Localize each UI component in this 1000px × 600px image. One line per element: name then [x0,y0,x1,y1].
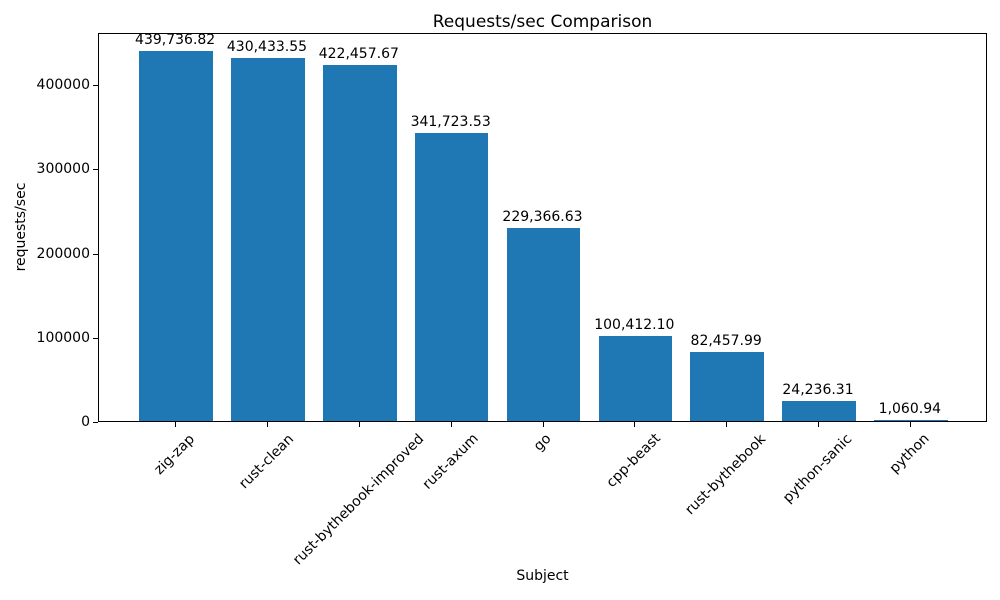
x-tick-mark [634,422,636,427]
x-tick-label: go [530,430,554,455]
bar-value-label: 82,457.99 [690,332,762,349]
bar [782,400,856,421]
x-tick-mark [175,422,177,427]
y-tick-mark [93,337,98,339]
y-tick-label: 200000 [36,245,90,262]
bar [690,351,764,421]
bar [506,227,581,421]
y-tick-label: 400000 [36,77,90,93]
x-tick-label: cpp-beast [603,430,665,492]
y-tick-mark [93,169,98,171]
x-axis-label: Subject [516,568,569,584]
bar-value-label: 100,412.10 [594,317,675,334]
bar [874,420,948,421]
plot-area [98,33,987,422]
bar [414,133,489,421]
y-tick-mark [93,422,98,423]
y-tick-label: 100000 [36,329,90,346]
x-tick-label: rust-axum [419,431,482,494]
chart-title: Requests/sec Comparison [432,12,653,32]
x-tick-mark [542,422,544,427]
bar-value-label: 1,060.94 [878,401,942,418]
x-tick-label: python-sanic [780,430,856,507]
bar [139,50,213,421]
x-tick-mark [358,422,360,427]
bar-value-label: 229,366.63 [502,208,583,225]
x-tick-label: rust-bythebook-improved [289,430,428,569]
x-tick-mark [450,422,452,427]
x-tick-label: python [886,430,933,477]
y-tick-label: 300000 [36,161,90,178]
y-tick-mark [93,85,98,86]
y-tick-label: 0 [81,414,90,430]
x-tick-label: rust-clean [236,430,298,492]
bar-value-label: 422,457.67 [318,46,399,63]
x-tick-label: rust-bythebook [682,431,770,518]
x-tick-mark [818,422,820,427]
x-tick-label: zig-zap [151,430,199,478]
bar-value-label: 341,723.53 [410,114,491,131]
bar [598,336,673,421]
bar-value-label: 24,236.31 [782,381,854,398]
bar [323,65,397,421]
bar-value-label: 430,433.55 [226,39,308,56]
x-tick-mark [726,422,728,427]
bar [231,58,305,421]
bar-value-label: 439,736.82 [135,31,216,48]
x-tick-mark [266,422,268,427]
y-tick-mark [93,253,98,255]
x-tick-mark [909,422,911,427]
